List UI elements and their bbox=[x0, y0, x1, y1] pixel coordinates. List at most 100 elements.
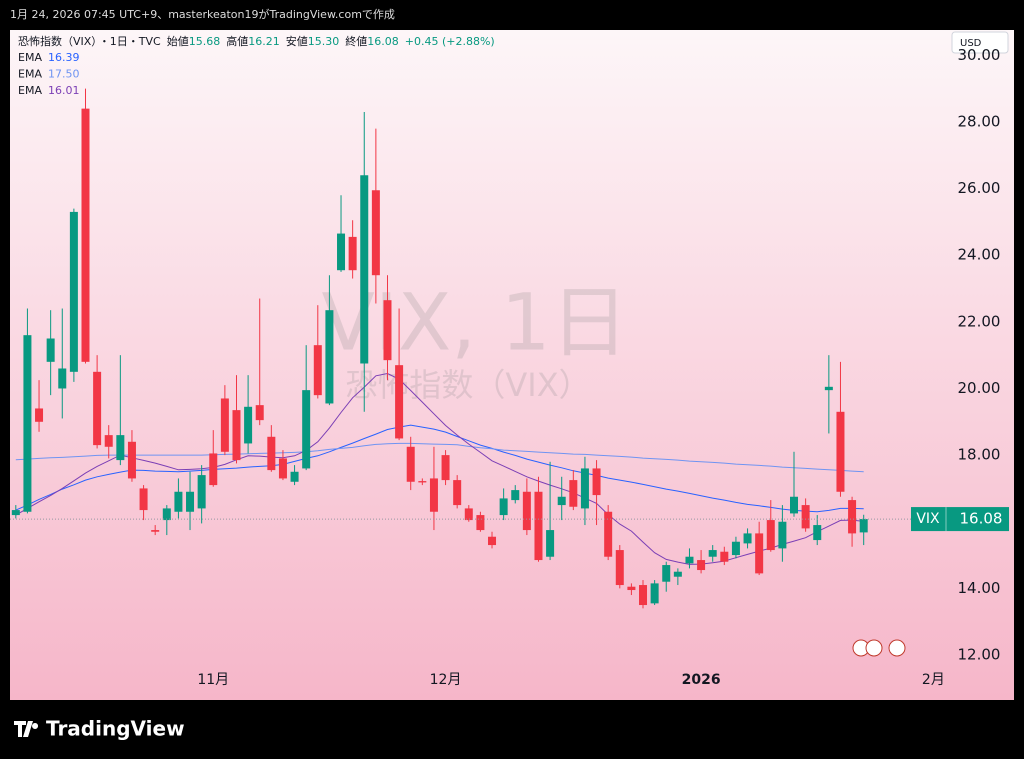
candle-body bbox=[186, 491, 195, 512]
icon bbox=[865, 639, 883, 657]
candle-body bbox=[267, 436, 276, 471]
candle-body bbox=[650, 583, 659, 604]
y-tick-label: 28.00 bbox=[958, 112, 1001, 130]
candle-body bbox=[174, 491, 183, 512]
candle-body bbox=[395, 365, 404, 439]
ema-line bbox=[15, 442, 864, 473]
candle-body bbox=[35, 408, 44, 422]
legend-interval: ・1日・TVC bbox=[99, 35, 161, 48]
plot bbox=[11, 88, 868, 609]
candle-body bbox=[93, 371, 102, 446]
candle-body bbox=[755, 533, 764, 574]
legend-name: 恐怖指数（VIX） bbox=[18, 34, 97, 48]
ema-line bbox=[15, 424, 864, 513]
candle-body bbox=[848, 500, 857, 534]
y-tick-label: 22.00 bbox=[958, 312, 1001, 330]
candle-body bbox=[406, 446, 415, 482]
candle-body bbox=[464, 508, 473, 521]
y-tick-label: 12.00 bbox=[958, 646, 1001, 664]
candle-body bbox=[81, 108, 90, 362]
candle-body bbox=[418, 481, 427, 483]
candle-body bbox=[127, 441, 136, 479]
ohlc-label: 終値 bbox=[345, 34, 367, 48]
y-tick-label: 30.00 bbox=[958, 46, 1001, 64]
ohlc-value: 16.08 bbox=[367, 35, 399, 48]
candle-body bbox=[232, 410, 241, 461]
candle-body bbox=[151, 530, 160, 532]
candle-body bbox=[604, 511, 613, 557]
ema-legend-value: 16.01 bbox=[48, 84, 80, 97]
candle-body bbox=[615, 550, 624, 586]
candle-body bbox=[197, 475, 206, 509]
candle-body bbox=[371, 190, 380, 276]
x-tick-label: 12月 bbox=[430, 672, 462, 688]
x-tick-label: 11月 bbox=[197, 672, 229, 688]
ema-legend-name: EMA bbox=[18, 51, 42, 64]
price-tag-value: 16.08 bbox=[960, 510, 1003, 528]
candle-body bbox=[104, 435, 113, 447]
candle-body bbox=[708, 550, 717, 557]
candle-body bbox=[11, 510, 20, 516]
x-tick-label: 2月 bbox=[922, 672, 945, 688]
candle-body bbox=[209, 453, 218, 486]
candle-body bbox=[813, 525, 822, 541]
candle-body bbox=[255, 405, 264, 421]
ohlc-label: 高値 bbox=[226, 34, 248, 48]
candle-body bbox=[557, 496, 566, 506]
candle-body bbox=[720, 551, 729, 562]
candle-body bbox=[824, 386, 833, 391]
candle-body bbox=[569, 480, 578, 507]
candle-body bbox=[836, 411, 845, 492]
ema-legend-name: EMA bbox=[18, 84, 42, 97]
candle-body bbox=[766, 520, 775, 551]
ohlc-label: 安値 bbox=[286, 34, 308, 48]
candle-body bbox=[534, 491, 543, 561]
candle-body bbox=[778, 521, 787, 549]
brand-logo bbox=[14, 721, 39, 737]
candle-body bbox=[278, 458, 287, 479]
candle-body bbox=[429, 478, 438, 512]
candle-body bbox=[58, 368, 67, 389]
candle-body bbox=[360, 175, 369, 364]
candle-body bbox=[639, 585, 648, 606]
candle-body bbox=[325, 310, 334, 404]
candle-body bbox=[46, 338, 55, 362]
candle-body bbox=[627, 586, 636, 591]
watermark-name: 恐怖指数（VIX） bbox=[345, 366, 590, 404]
currency: USD bbox=[960, 38, 982, 49]
ema-legend-value: 17.50 bbox=[48, 68, 80, 81]
candle-body bbox=[499, 498, 508, 516]
candle-body bbox=[488, 536, 497, 546]
candle-body bbox=[859, 519, 868, 533]
ohlc-label: 始値 bbox=[167, 34, 189, 48]
ema-legend-value: 16.39 bbox=[48, 51, 80, 64]
ohlc-value: 15.68 bbox=[189, 35, 221, 48]
x-tick-label: 2026 bbox=[682, 672, 721, 688]
candle-body bbox=[302, 390, 311, 469]
candle-body bbox=[139, 488, 148, 511]
ema-legend: EMA 17.50 bbox=[18, 68, 79, 81]
candle-body bbox=[580, 468, 589, 509]
event-icons bbox=[852, 639, 906, 657]
candle-body bbox=[546, 530, 555, 557]
candle-body bbox=[511, 490, 520, 501]
y-tick-label: 24.00 bbox=[958, 246, 1001, 264]
ohlc-value: 15.30 bbox=[308, 35, 340, 48]
currency-box[interactable] bbox=[951, 31, 1009, 54]
candle-body bbox=[313, 345, 322, 396]
candle-body bbox=[743, 533, 752, 544]
candle-body bbox=[383, 300, 392, 361]
candle-body bbox=[731, 541, 740, 556]
y-tick-label: 26.00 bbox=[958, 179, 1001, 197]
candle-body bbox=[697, 560, 706, 571]
candle-body bbox=[69, 211, 78, 372]
y-tick-label: 14.00 bbox=[958, 579, 1001, 597]
ohlc-value: 16.21 bbox=[248, 35, 280, 48]
candle-body bbox=[522, 491, 531, 531]
candle-body bbox=[685, 556, 694, 564]
watermark-symbol: VIX, 1日 bbox=[321, 278, 628, 368]
candle-body bbox=[453, 480, 462, 506]
price-tag bbox=[911, 507, 1009, 532]
